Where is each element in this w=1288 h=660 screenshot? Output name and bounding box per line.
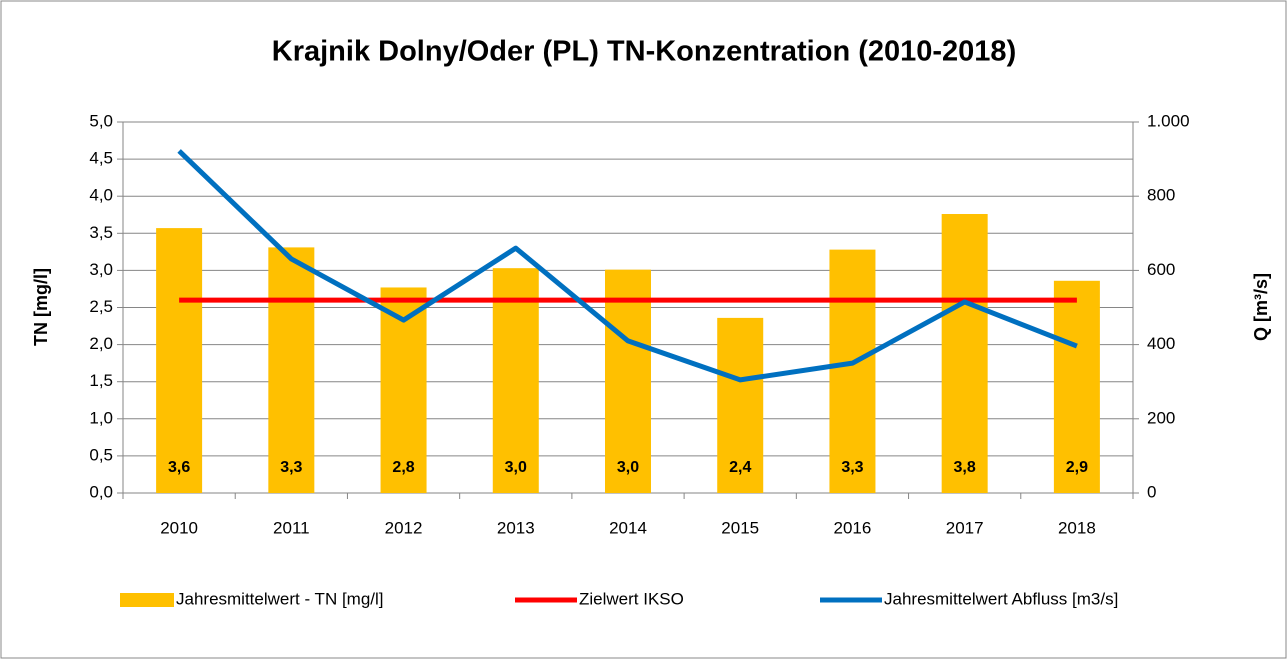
y2-tick-label: 0: [1147, 482, 1156, 501]
value-label: 2,4: [729, 459, 751, 476]
y-tick-label: 5,0: [89, 111, 113, 130]
x-tick-label: 2011: [273, 518, 310, 537]
value-label: 3,0: [505, 459, 527, 476]
y2-tick-label: 400: [1147, 334, 1175, 353]
y-tick-label: 2,0: [89, 334, 113, 353]
y2-tick-label: 200: [1147, 408, 1175, 427]
y-axis-title: TN [mg/l]: [31, 268, 51, 346]
legend-label: Jahresmittelwert Abfluss [m3/s]: [884, 589, 1118, 608]
legend-label: Jahresmittelwert - TN [mg/l]: [176, 589, 384, 608]
value-label: 3,8: [954, 459, 976, 476]
y-tick-label: 0,0: [89, 482, 113, 501]
bar: [829, 249, 876, 493]
value-label: 3,3: [841, 459, 863, 476]
value-label: 3,3: [280, 459, 302, 476]
y-tick-label: 0,5: [89, 445, 113, 464]
x-tick-label: 2015: [721, 518, 759, 537]
x-tick-label: 2017: [946, 518, 984, 537]
y2-tick-label: 600: [1147, 260, 1175, 279]
y2-axis-title: Q [m³/s]: [1251, 273, 1271, 341]
y-tick-label: 4,5: [89, 149, 113, 168]
value-label: 2,8: [392, 459, 414, 476]
y-tick-label: 3,0: [89, 260, 113, 279]
value-label: 3,0: [617, 459, 639, 476]
x-tick-label: 2014: [609, 518, 647, 537]
bar: [717, 317, 764, 493]
bar: [156, 228, 203, 493]
value-label: 2,9: [1066, 459, 1088, 476]
bar: [1053, 280, 1100, 493]
bar: [492, 268, 539, 493]
bar: [941, 214, 988, 493]
bar: [605, 269, 651, 493]
y-tick-label: 1,0: [89, 408, 113, 427]
x-tick-label: 2010: [160, 518, 198, 537]
x-tick-label: 2013: [497, 518, 535, 537]
y-tick-label: 1,5: [89, 371, 113, 390]
chart-title: Krajnik Dolny/Oder (PL) TN-Konzentration…: [272, 36, 1016, 68]
value-label: 3,6: [168, 459, 190, 476]
x-tick-label: 2012: [385, 518, 423, 537]
y2-tick-label: 1.000: [1147, 111, 1190, 130]
x-tick-label: 2018: [1058, 518, 1096, 537]
y-tick-label: 4,0: [89, 186, 113, 205]
y2-tick-label: 800: [1147, 186, 1175, 205]
line: [177, 149, 1078, 383]
x-tick-label: 2016: [834, 518, 872, 537]
legend-label: Zielwert IKSO: [579, 589, 684, 608]
bar: [268, 247, 315, 493]
y-tick-label: 2,5: [89, 297, 113, 316]
legend-swatch: [120, 593, 174, 607]
y-tick-label: 3,5: [89, 223, 113, 242]
